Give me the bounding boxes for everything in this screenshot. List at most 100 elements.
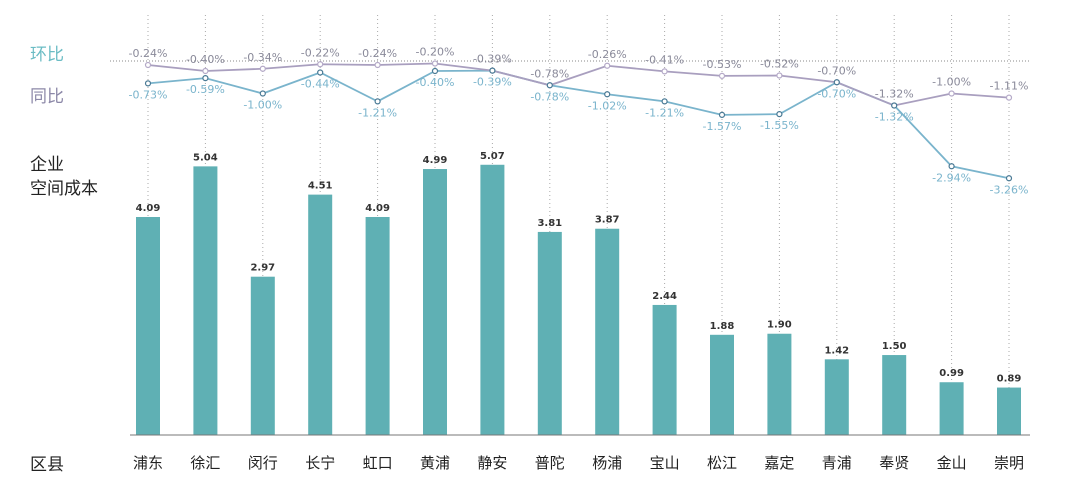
- series-point: [776, 72, 783, 79]
- category-tick-label: 长宁: [305, 454, 335, 472]
- bar-value-label: 2.44: [652, 291, 677, 302]
- series-value-label: -0.52%: [760, 58, 799, 71]
- series-value-label: -1.57%: [703, 120, 742, 133]
- series-point: [718, 72, 726, 79]
- series-point: [259, 90, 266, 97]
- series-value-label: -0.70%: [817, 87, 856, 100]
- series-point: [489, 67, 496, 74]
- category-tick-label: 金山: [937, 454, 967, 472]
- series-value-label: -0.59%: [186, 83, 225, 96]
- series-value-label: -0.40%: [186, 53, 225, 66]
- series-value-label: -0.78%: [530, 67, 569, 80]
- series-line-mom: [147, 62, 1010, 107]
- bar-value-label: 1.42: [824, 345, 849, 356]
- category-tick-label: 黄浦: [420, 454, 450, 472]
- bar: [423, 169, 447, 435]
- metric-label-1: 企业: [30, 155, 64, 175]
- category-tick-label: 崇明: [994, 454, 1024, 472]
- bar: [136, 217, 160, 435]
- bar-value-label: 1.88: [710, 321, 735, 332]
- series-value-label: -0.20%: [416, 46, 455, 59]
- series-value-label: -1.32%: [875, 111, 914, 124]
- series-point: [374, 98, 381, 105]
- series-value-label: -0.26%: [588, 48, 627, 61]
- series-point: [948, 163, 955, 170]
- category-tick-label: 奉贤: [879, 454, 909, 472]
- series-value-label: -0.78%: [530, 90, 569, 103]
- series-value-label: -0.53%: [703, 58, 742, 71]
- series-point: [1005, 175, 1013, 182]
- legend-mom: 环比: [30, 45, 64, 65]
- series-point: [317, 61, 324, 68]
- bar: [824, 359, 849, 435]
- series-point: [317, 69, 324, 76]
- series-value-label: -1.55%: [760, 119, 799, 132]
- category-tick-label: 普陀: [535, 454, 565, 472]
- series-point: [833, 79, 840, 86]
- bar-value-label: 5.07: [480, 151, 505, 162]
- series-point: [1005, 94, 1013, 101]
- bar: [537, 231, 562, 435]
- bar-value-label: 5.04: [193, 152, 218, 163]
- category-tick-label: 徐汇: [190, 454, 220, 472]
- series-value-label: -0.34%: [243, 51, 282, 64]
- bar-value-label: 1.90: [767, 320, 792, 331]
- bar: [939, 382, 964, 435]
- category-tick-label: 静安: [477, 454, 507, 472]
- series-value-label: -2.94%: [932, 171, 971, 184]
- series-value-label: -0.73%: [129, 88, 168, 101]
- bar: [882, 355, 907, 435]
- category-tick-label: 青浦: [822, 454, 852, 472]
- series-value-label: -0.24%: [129, 47, 168, 60]
- series-value-label: -0.39%: [473, 53, 512, 66]
- series-value-label: -0.44%: [301, 78, 340, 91]
- series-point: [948, 90, 955, 97]
- series-point: [718, 111, 726, 118]
- category-tick-label: 松江: [707, 454, 737, 472]
- bar-value-label: 4.09: [136, 203, 161, 214]
- series-point: [661, 68, 668, 75]
- bar: [767, 333, 792, 435]
- series-value-label: -1.00%: [243, 99, 282, 112]
- category-tick-label: 虹口: [363, 454, 393, 472]
- series-point: [202, 67, 209, 75]
- series-value-label: -3.26%: [990, 183, 1029, 196]
- bar: [652, 304, 677, 435]
- series-value-label: -0.70%: [817, 64, 856, 77]
- legend-yoy: 同比: [30, 87, 64, 107]
- bar-value-label: 4.09: [365, 203, 390, 214]
- series-point: [374, 61, 381, 69]
- series-value-label: -0.22%: [301, 46, 340, 59]
- bar: [997, 387, 1021, 435]
- bar: [365, 217, 390, 435]
- series-value-label: -1.21%: [358, 106, 397, 119]
- series-value-label: -1.02%: [588, 99, 627, 112]
- series-value-label: -1.21%: [645, 106, 684, 119]
- series-point: [144, 80, 152, 87]
- bar-value-label: 3.81: [537, 218, 562, 229]
- bar-value-label: 0.99: [939, 368, 964, 379]
- category-tick-label: 浦东: [133, 454, 163, 472]
- series-value-label: -0.41%: [645, 53, 684, 66]
- series-value-label: -0.40%: [416, 76, 455, 89]
- series-point: [431, 67, 439, 75]
- series-point: [604, 62, 611, 69]
- category-tick-label: 杨浦: [592, 454, 622, 472]
- category-tick-label: 宝山: [650, 454, 680, 472]
- series-point: [259, 65, 266, 72]
- series-point: [604, 91, 611, 98]
- category-tick-label: 嘉定: [764, 454, 794, 472]
- bar-value-label: 4.99: [423, 155, 448, 166]
- series-point: [546, 82, 553, 89]
- series-point: [776, 111, 783, 118]
- bar: [308, 194, 333, 435]
- series-value-label: -1.32%: [875, 88, 914, 101]
- series-point: [661, 98, 668, 105]
- series-point: [144, 61, 152, 69]
- series-point: [202, 75, 209, 82]
- series-point: [431, 60, 439, 67]
- series-value-label: -0.39%: [473, 76, 512, 89]
- category-tick-label: 闵行: [248, 454, 278, 472]
